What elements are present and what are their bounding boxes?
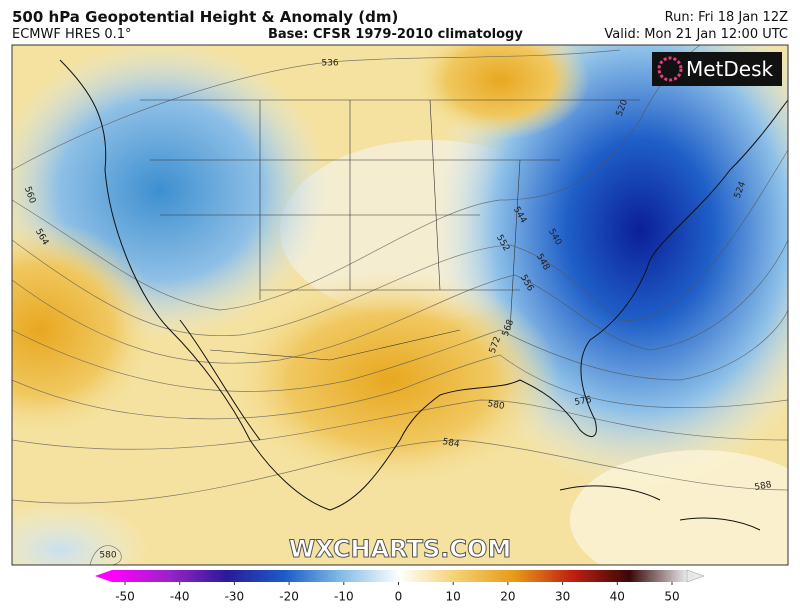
model: ECMWF HRES 0.1°: [12, 27, 132, 42]
colorbar-end: [686, 569, 705, 583]
run: Run: Fri 18 Jan 12Z: [664, 10, 788, 25]
colorbar-tick-label: -30: [225, 590, 245, 604]
contour-label: 584: [442, 437, 461, 450]
logo-box: [652, 52, 782, 86]
logo-icon: [657, 56, 683, 82]
colorbar-tick-label: 40: [610, 590, 625, 604]
watermark: WXCHARTS.COM: [289, 535, 511, 563]
title: 500 hPa Geopotential Height & Anomaly (d…: [12, 8, 399, 26]
map-field: [12, 45, 788, 565]
colorbar-tick-label: 10: [446, 590, 461, 604]
colorbar-tick-label: 0: [395, 590, 403, 604]
contour-label: 580: [487, 399, 506, 412]
colorbar-end: [95, 570, 112, 582]
colorbar-tick-label: -40: [170, 590, 190, 604]
contour-label: 576: [574, 395, 593, 408]
base: Base: CFSR 1979-2010 climatology: [268, 27, 523, 42]
colorbar-tick-label: 50: [664, 590, 679, 604]
contour-label: 580: [99, 551, 116, 561]
colorbar-tick-label: -10: [334, 590, 354, 604]
valid: Valid: Mon 21 Jan 12:00 UTC: [604, 27, 788, 42]
colorbar: [112, 570, 687, 582]
colorbar-tick-label: 20: [500, 590, 515, 604]
contour-label: 536: [321, 59, 338, 69]
map-frame: [11, 44, 789, 566]
colorbar-tick-label: 30: [555, 590, 570, 604]
logo: MetDesk: [686, 57, 774, 81]
colorbar-tick-label: -50: [115, 590, 135, 604]
colorbar-tick-label: -20: [279, 590, 299, 604]
contour-label: 588: [754, 480, 773, 493]
